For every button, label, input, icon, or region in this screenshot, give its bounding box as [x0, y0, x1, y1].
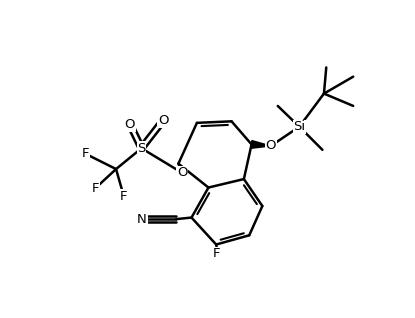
Text: F: F [92, 182, 99, 195]
Text: S: S [137, 142, 146, 155]
Text: Si: Si [293, 120, 305, 133]
Text: F: F [212, 247, 220, 260]
Text: N: N [137, 213, 147, 225]
Text: F: F [81, 147, 89, 160]
Text: O: O [158, 114, 168, 127]
Text: O: O [124, 118, 135, 131]
Text: O: O [266, 140, 276, 152]
Polygon shape [251, 141, 271, 148]
Text: O: O [177, 166, 188, 179]
Text: F: F [120, 190, 127, 203]
